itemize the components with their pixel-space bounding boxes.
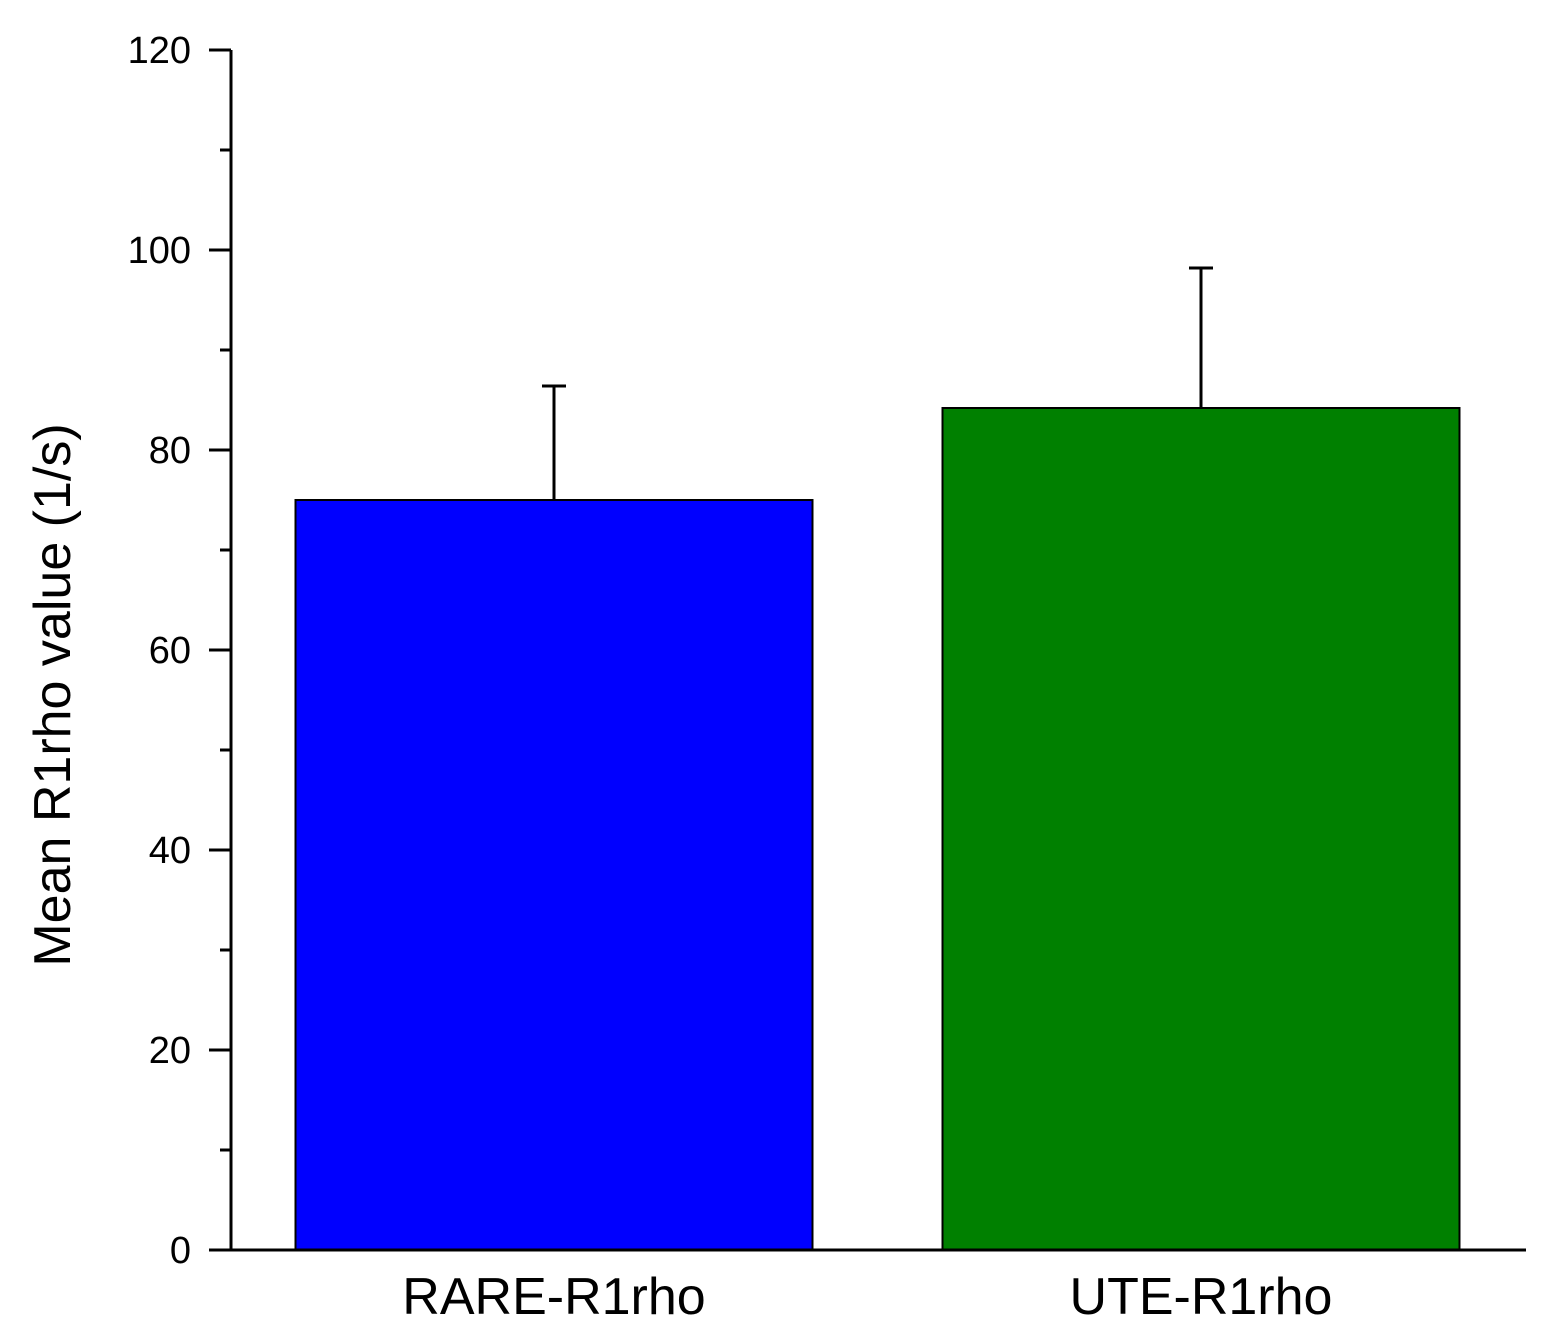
y-axis-title: Mean R1rho value (1/s): [24, 423, 82, 966]
y-tick-label: 0: [170, 1230, 191, 1272]
y-tick-label: 20: [149, 1030, 191, 1072]
bar-ute-r1rho: [941, 407, 1461, 1251]
x-category-label: RARE-R1rho: [402, 1268, 705, 1326]
y-tick-label: 80: [149, 430, 191, 472]
y-tick-label: 40: [149, 830, 191, 872]
x-category-labels-group: RARE-R1rho UTE-R1rho: [402, 1268, 1332, 1326]
y-tick-label: 120: [128, 30, 191, 72]
y-tick-label: 100: [128, 230, 191, 272]
y-tick-label: 60: [149, 630, 191, 672]
bar-rare-r1rho: [294, 499, 814, 1251]
y-tick-labels-group: 0 20 40 60 80 100 120: [128, 30, 191, 1272]
bars-group: [294, 407, 1461, 1251]
y-ticks-group: [209, 48, 231, 1252]
error-bars-group: [542, 266, 1213, 500]
x-category-label: UTE-R1rho: [1070, 1268, 1333, 1326]
